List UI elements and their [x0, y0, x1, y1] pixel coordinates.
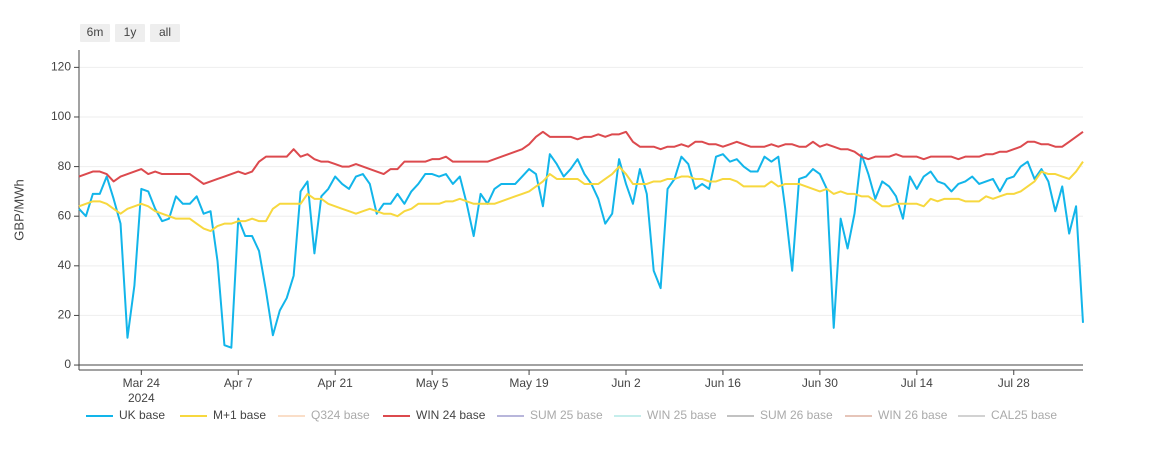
legend-label[interactable]: WIN 25 base	[647, 408, 717, 422]
x-tick-label: Mar 24	[123, 376, 161, 390]
y-tick-label: 0	[64, 357, 71, 371]
x-tick-year: 2024	[128, 391, 155, 405]
x-tick-label: Jul 14	[901, 376, 933, 390]
series-line	[78, 153, 1084, 349]
y-tick-label: 40	[58, 258, 72, 272]
x-tick-label: Jun 2	[611, 376, 641, 390]
y-tick-label: 60	[58, 208, 72, 222]
x-tick-label: Jul 28	[998, 376, 1030, 390]
legend-label[interactable]: M+1 base	[213, 408, 266, 422]
y-tick-label: 120	[51, 60, 71, 74]
legend-label[interactable]: WIN 24 base	[416, 408, 486, 422]
x-tick-label: May 19	[509, 376, 549, 390]
y-axis-label: GBP/MWh	[11, 179, 26, 240]
x-tick-label: May 5	[416, 376, 449, 390]
legend-label[interactable]: UK base	[119, 408, 165, 422]
series-line	[78, 161, 1084, 233]
range-button[interactable]	[150, 24, 180, 42]
legend-label[interactable]: SUM 25 base	[530, 408, 603, 422]
x-tick-label: Apr 7	[224, 376, 253, 390]
range-button-label[interactable]: all	[159, 25, 171, 39]
legend-label[interactable]: Q324 base	[311, 408, 370, 422]
series-line	[78, 130, 1084, 185]
y-tick-label: 20	[58, 308, 72, 322]
legend-label[interactable]: SUM 26 base	[760, 408, 833, 422]
range-button[interactable]	[80, 24, 110, 42]
legend-label[interactable]: CAL25 base	[991, 408, 1057, 422]
range-button-label[interactable]: 6m	[87, 25, 104, 39]
range-button[interactable]	[115, 24, 145, 42]
x-tick-label: Jun 30	[802, 376, 838, 390]
legend-label[interactable]: WIN 26 base	[878, 408, 948, 422]
range-button-label[interactable]: 1y	[124, 25, 137, 39]
x-tick-label: Jun 16	[705, 376, 741, 390]
y-tick-label: 100	[51, 109, 71, 123]
x-tick-label: Apr 21	[318, 376, 354, 390]
y-tick-label: 80	[58, 159, 72, 173]
